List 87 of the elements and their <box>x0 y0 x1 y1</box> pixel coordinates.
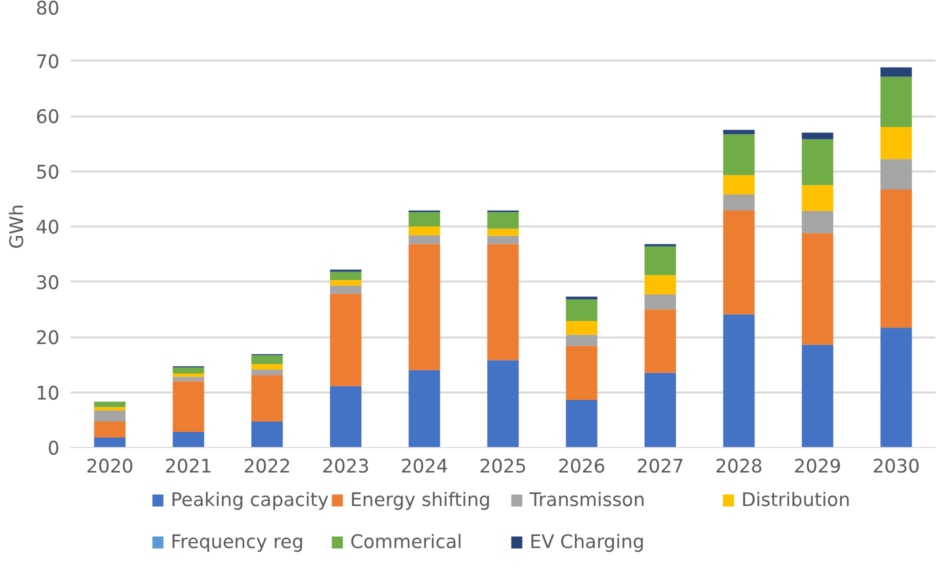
bar <box>802 344 834 448</box>
bar <box>408 226 440 236</box>
y-tick-label: 70 <box>36 52 60 73</box>
bar <box>644 275 676 294</box>
bar <box>330 386 362 448</box>
bar <box>723 134 755 176</box>
bar <box>408 244 440 370</box>
bar <box>566 320 598 335</box>
bar <box>487 360 519 448</box>
y-tick-label: 50 <box>36 162 60 184</box>
bar <box>566 334 598 346</box>
x-tick-label: 2022 <box>243 456 291 478</box>
bar <box>566 346 598 400</box>
bar <box>644 294 676 310</box>
bar <box>172 381 204 432</box>
bar <box>94 410 126 422</box>
bar <box>802 233 834 345</box>
y-tick-label: 20 <box>36 328 60 349</box>
bar <box>723 130 755 134</box>
bar <box>566 296 598 300</box>
bar <box>723 194 755 210</box>
bar <box>251 364 283 370</box>
bar <box>330 286 362 294</box>
legend-label: Energy shifting <box>350 490 491 511</box>
bar <box>802 139 834 186</box>
legend-label: Transmisson <box>528 490 646 511</box>
bar <box>880 127 912 160</box>
x-tick-label: 2020 <box>86 456 134 478</box>
bar <box>802 185 834 212</box>
bar <box>880 159 912 190</box>
bar <box>644 309 676 373</box>
y-tick-label: 40 <box>36 218 60 238</box>
bar <box>408 370 440 448</box>
bar <box>880 189 912 328</box>
legend-label: Commerical <box>350 532 462 553</box>
bar <box>566 400 598 448</box>
y-tick-label: 60 <box>36 107 60 128</box>
x-tick-label: 2029 <box>794 456 842 478</box>
bar <box>880 328 912 448</box>
bar <box>644 372 676 448</box>
bar <box>172 376 204 382</box>
legend-label: Peaking capacity <box>170 490 329 511</box>
bar <box>487 212 519 229</box>
bar <box>172 373 204 377</box>
y-tick-label: 30 <box>36 272 60 294</box>
bar <box>723 314 755 448</box>
x-tick-label: 2023 <box>322 456 370 478</box>
bar <box>251 355 283 364</box>
bar <box>94 402 126 408</box>
bar <box>172 367 204 374</box>
legend-label: EV Charging <box>530 532 644 553</box>
legend-label: Distribution <box>741 490 850 511</box>
bar <box>251 370 283 376</box>
x-tick-label: 2025 <box>479 456 527 478</box>
x-tick-label: 2021 <box>164 456 212 478</box>
bar <box>880 67 912 77</box>
bar <box>408 235 440 244</box>
y-axis-title: GWh <box>6 204 28 249</box>
bar <box>644 246 676 276</box>
y-tick-label: 0 <box>48 438 60 460</box>
y-tick-label: 80 <box>36 0 60 20</box>
x-tick-label: 2026 <box>558 456 606 478</box>
bar <box>94 438 126 448</box>
bar <box>566 299 598 321</box>
bar <box>487 236 519 244</box>
legend-label: Frequency reg <box>170 532 304 553</box>
bar <box>487 228 519 236</box>
x-tick-label: 2028 <box>715 456 763 478</box>
x-tick-label: 2024 <box>400 456 448 478</box>
x-tick-label: 2027 <box>636 456 684 478</box>
bar <box>723 175 755 194</box>
y-tick-label: 10 <box>36 383 60 404</box>
bar <box>330 272 362 280</box>
bar <box>251 422 283 448</box>
bar <box>251 375 283 422</box>
bar <box>723 210 755 314</box>
bar <box>802 211 834 234</box>
bar <box>172 432 204 448</box>
bar <box>487 244 519 360</box>
bar <box>330 294 362 386</box>
bar <box>802 132 834 140</box>
bar <box>94 422 126 438</box>
bar <box>408 212 440 226</box>
bar <box>94 407 126 410</box>
x-tick-label: 2030 <box>872 456 920 478</box>
bar <box>330 280 362 286</box>
bar <box>880 76 912 128</box>
